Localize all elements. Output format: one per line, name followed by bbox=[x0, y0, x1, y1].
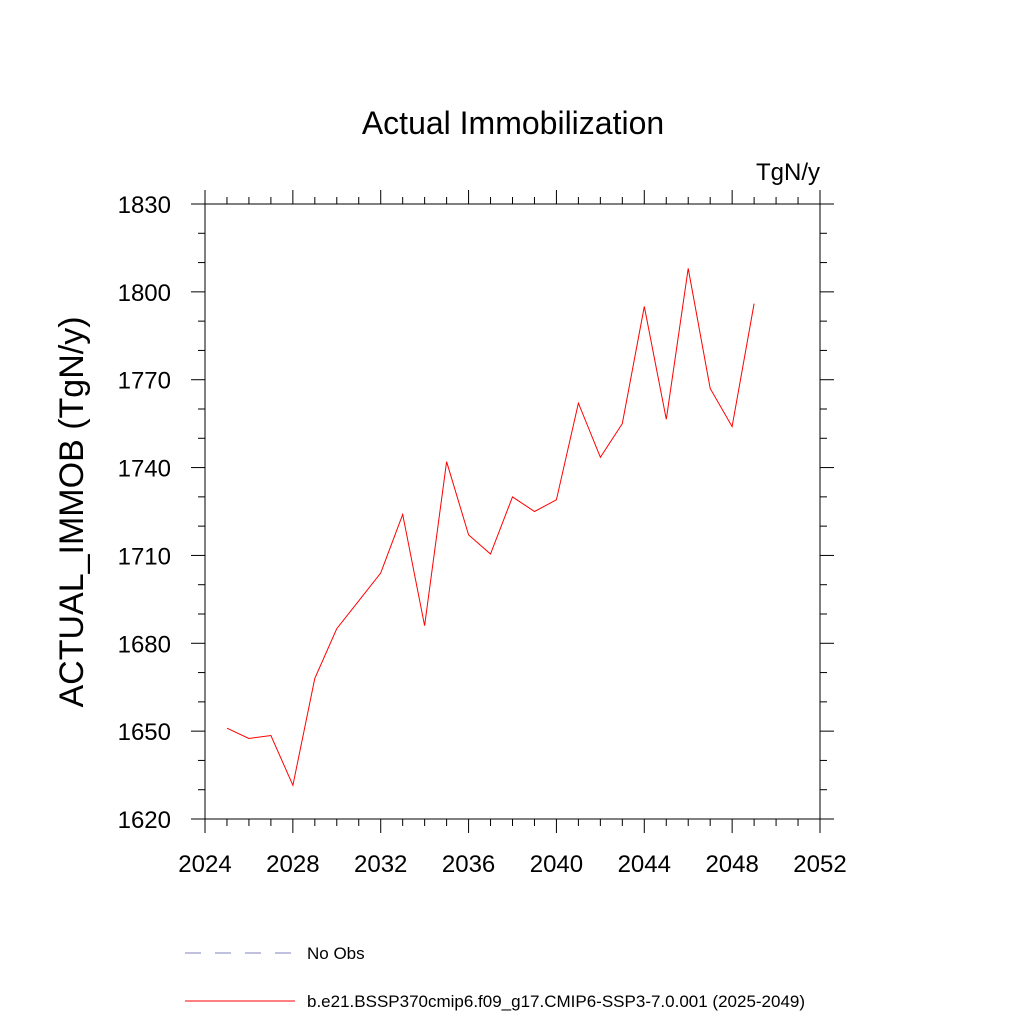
x-tick-label: 2040 bbox=[530, 851, 583, 878]
y-tick-label: 1710 bbox=[118, 543, 171, 570]
x-tick-label: 2028 bbox=[266, 851, 319, 878]
legend: No Obs b.e21.BSSP370cmip6.f09_g17.CMIP6-S… bbox=[185, 944, 805, 1011]
x-tick-label: 2032 bbox=[354, 851, 407, 878]
y-tick-label: 1650 bbox=[118, 719, 171, 746]
y-tick-label: 1740 bbox=[118, 456, 171, 483]
x-tick-label: 2048 bbox=[705, 851, 758, 878]
y-tick-label: 1770 bbox=[118, 368, 171, 395]
chart-title: Actual Immobilization bbox=[362, 105, 664, 141]
x-tick-label: 2036 bbox=[442, 851, 495, 878]
y-tick-label: 1620 bbox=[118, 807, 171, 834]
plot-frame bbox=[204, 203, 821, 820]
x-tick-label: 2052 bbox=[793, 851, 846, 878]
y-tick-label: 1800 bbox=[118, 280, 171, 307]
series-layer bbox=[226, 268, 755, 787]
legend-label: b.e21.BSSP370cmip6.f09_g17.CMIP6-SSP3-7.… bbox=[307, 992, 805, 1011]
series-line bbox=[226, 268, 755, 787]
y-tick-label: 1830 bbox=[118, 192, 171, 219]
x-tick-label: 2024 bbox=[178, 851, 231, 878]
y-axis-label: ACTUAL_IMMOB (TgN/y) bbox=[53, 316, 91, 707]
y-tick-label: 1680 bbox=[118, 631, 171, 658]
units-label: TgN/y bbox=[756, 159, 820, 186]
x-tick-label: 2044 bbox=[618, 851, 671, 878]
legend-label: No Obs bbox=[307, 944, 365, 963]
axis-ticks: 2024 2028 2032 2036 2040 2044 2048 2052 1620 1650… bbox=[118, 190, 847, 878]
